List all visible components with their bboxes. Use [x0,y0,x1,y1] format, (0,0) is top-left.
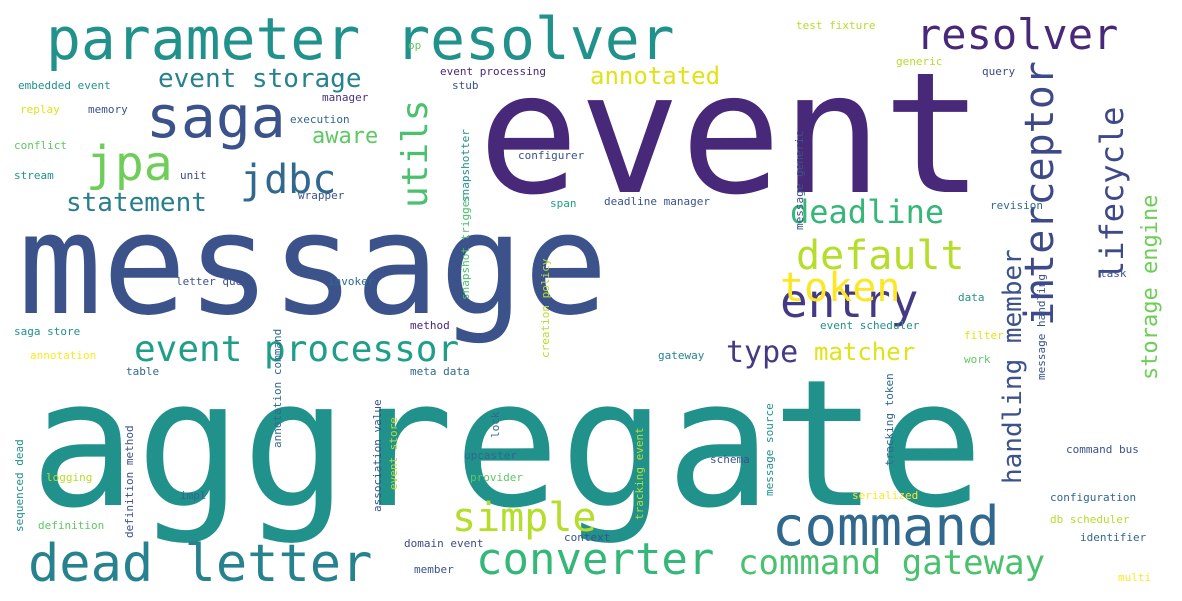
word-test-fixture: test fixture [796,19,876,32]
word-snapshotter: snapshotter [459,129,472,202]
word-matcher: matcher [814,338,916,366]
word-generic: generic [896,55,943,68]
word-query: query [982,65,1016,78]
word-schema: schema [710,453,750,466]
word-annotated: annotated [590,62,721,90]
word-definition: definition [38,519,105,532]
word-work: work [964,353,991,366]
word-data: data [958,291,985,304]
word-tracking-token: tracking token [883,373,896,466]
word-provider: provider [470,471,523,484]
word-entry: entry [780,274,919,328]
word-jdbc: jdbc [240,157,337,203]
word-configuration: configuration [1050,491,1137,504]
word-token: token [780,265,901,311]
word-embedded-event: embedded event [18,79,111,92]
word-serialized: serialized [852,489,919,502]
word-aware: aware [312,124,379,149]
word-type: type [726,335,799,370]
word-wrapper: wrapper [298,189,345,202]
word-tracking-event: tracking event [633,427,646,520]
word-event-processor: event processor [134,329,460,370]
word-command-gateway: command gateway [738,543,1046,583]
word-manager: manager [322,91,369,104]
word-op: op [408,39,422,52]
word-event-processing: event processing [440,65,546,78]
word-gateway: gateway [658,349,705,362]
word-utils: utils [395,99,436,208]
word-parameter-resolver: parameter resolver [46,5,675,73]
word-revision: revision [990,199,1043,212]
word-resolver: resolver [916,10,1119,59]
word-default: default [796,233,965,279]
word-event-storage: event storage [158,64,362,94]
word-multi: multi [1118,571,1152,584]
word-impl: impl [180,489,207,502]
word-command-bus: command bus [1066,443,1139,456]
word-saga: saga [146,83,286,151]
word-db-scheduler: db scheduler [1050,513,1130,526]
word-dead-letter: dead letter [28,534,373,594]
word-event-store: event store [387,417,400,490]
word-method: method [410,319,450,332]
word-deadline: deadline [790,193,945,231]
word-invoker: invoker [328,275,375,288]
word-span: span [550,197,577,210]
word-message-handling: message handling [1035,274,1048,380]
word-snapshot-trigger: snapshot trigger [459,194,472,300]
word-filter: filter [964,329,1004,342]
word-simple: simple [452,495,597,541]
word-handling-member: handling member [998,249,1028,484]
word-context: context [564,531,611,544]
word-memory: memory [88,103,128,116]
word-creation-policy: creation policy [539,258,552,358]
word-lock: lock [489,411,502,439]
word-identifier: identifier [1080,531,1147,544]
word-message-generic: message generic [793,130,806,230]
word-jpa: jpa [86,136,173,192]
word-lifecycle: lifecycle [1093,106,1131,280]
word-letter-queue: letter queue [176,275,256,288]
word-member: member [414,563,454,576]
word-domain-event: domain event [404,537,484,550]
word-event: event [478,36,984,232]
word-stream: stream [14,169,54,182]
word-message: message [18,184,609,347]
word-sequenced-dead: sequenced dead [13,439,26,532]
word-table: table [126,365,160,378]
word-definition-method: definition method [123,425,136,538]
word-deadline-manager: deadline manager [604,195,710,208]
word-upcaster: upcaster [464,449,517,462]
word-stub: stub [452,79,479,92]
word-conflict: conflict [14,139,67,152]
word-converter: converter [476,534,715,585]
word-configurer: configurer [518,149,585,162]
word-statement: statement [66,188,207,218]
word-annotation-command: annotation command [271,328,284,448]
word-saga-store: saga store [14,325,81,338]
word-replay: replay [20,103,60,116]
word-association-value: association value [371,399,384,512]
word-aggregate: aggregate [30,342,984,547]
word-task: task [1100,267,1127,280]
word-message-source: message source [763,403,776,496]
word-logging: logging [46,471,93,484]
word-meta-data: meta data [410,365,470,378]
word-execution: execution [290,113,350,126]
word-command: command [772,495,1000,558]
word-annotation: annotation [30,349,97,362]
word-unit: unit [180,169,207,182]
word-storage-engine: storage engine [1138,194,1163,380]
word-event-scheduler: event scheduler [820,319,920,332]
